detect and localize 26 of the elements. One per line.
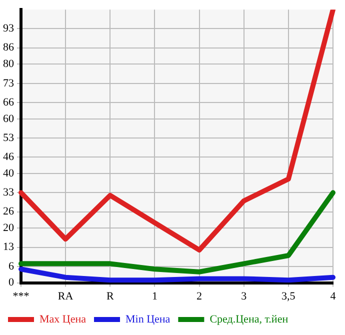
y-tick-label: 86 [3,42,14,54]
x-tick-label: 1 [152,290,158,302]
x-tick-label: RA [58,290,74,302]
x-tick-label: 4 [330,290,336,302]
legend-label: Сред.Цена, т.йен [210,313,288,326]
y-tick-label: 93 [3,22,14,35]
legend-label: Max Цена [40,313,86,326]
y-tick-label: 80 [3,58,14,70]
x-tick-label: *** [12,290,30,302]
x-tick-label: 3 [241,290,248,302]
y-tick-label: 6 [8,260,14,272]
y-tick-label: 60 [3,112,14,125]
legend-label: Min Цена [126,313,170,326]
y-tick-label: 33 [3,186,14,199]
y-tick-label: 53 [3,132,14,144]
x-tick-label: 3,5 [282,290,296,302]
y-tick-label: 73 [3,77,14,90]
x-tick-label: 2 [196,290,202,302]
y-tick-label: 46 [3,151,14,164]
y-tick-label: 66 [3,96,14,108]
y-tick-label: 20 [3,222,14,234]
y-tick-label: 13 [3,241,14,254]
y-tick-label: 40 [3,167,14,180]
y-tick-label: 0 [8,276,14,289]
y-tick-label: 26 [3,206,14,218]
x-tick-label: R [106,290,114,302]
